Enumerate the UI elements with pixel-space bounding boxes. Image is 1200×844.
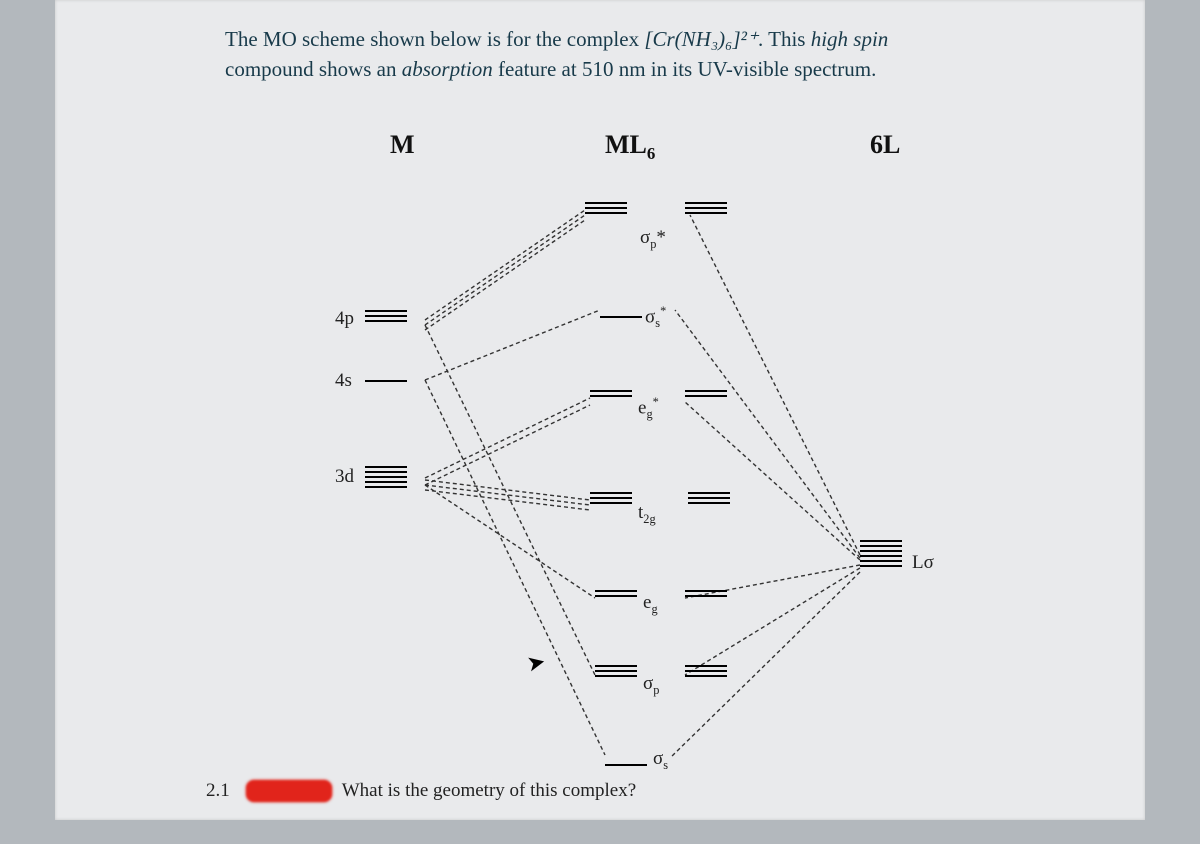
question-row: 2.1 What is the geometry of this complex… xyxy=(206,780,1006,802)
redaction-mark xyxy=(246,780,332,802)
prompt-text: compound shows an xyxy=(225,57,402,81)
col-metal: M xyxy=(390,130,415,160)
metal-3d: 3d xyxy=(335,466,354,488)
metal-4s: 4s xyxy=(335,370,352,392)
mo-sigma-p-star: σp* xyxy=(585,202,627,214)
mo-sigma-s: σs xyxy=(605,750,647,772)
col-complex: ML6 xyxy=(605,130,655,164)
mo-t2g: t2g xyxy=(590,492,632,504)
page-sheet: The MO scheme shown below is for the com… xyxy=(55,0,1145,820)
prompt-text: The MO scheme shown below is for the com… xyxy=(225,27,644,51)
mo-eg: eg xyxy=(595,590,637,597)
col-ligand: 6L xyxy=(870,130,900,160)
prompt-text: . This xyxy=(758,27,811,51)
ligand-sigma: Lσ xyxy=(860,540,902,567)
question-number: 2.1 xyxy=(206,780,230,802)
absorption: absorption xyxy=(402,57,493,81)
compound-formula: [Cr(NH₃)₆]²⁺ xyxy=(644,27,758,51)
question-text: What is the geometry of this complex? xyxy=(342,780,636,802)
mo-eg-star: eg* xyxy=(590,390,632,397)
prompt-text: feature at 510 nm in its UV-visible spec… xyxy=(493,57,877,81)
high-spin: high spin xyxy=(811,27,889,51)
mo-diagram: 4p 4s 3d σp* σs* eg* xyxy=(225,180,1005,770)
problem-prompt: The MO scheme shown below is for the com… xyxy=(225,24,1109,85)
mo-sigma-p: σp xyxy=(595,665,637,677)
mo-sigma-s-star: σs* xyxy=(600,302,642,324)
metal-4p: 4p xyxy=(335,308,354,330)
